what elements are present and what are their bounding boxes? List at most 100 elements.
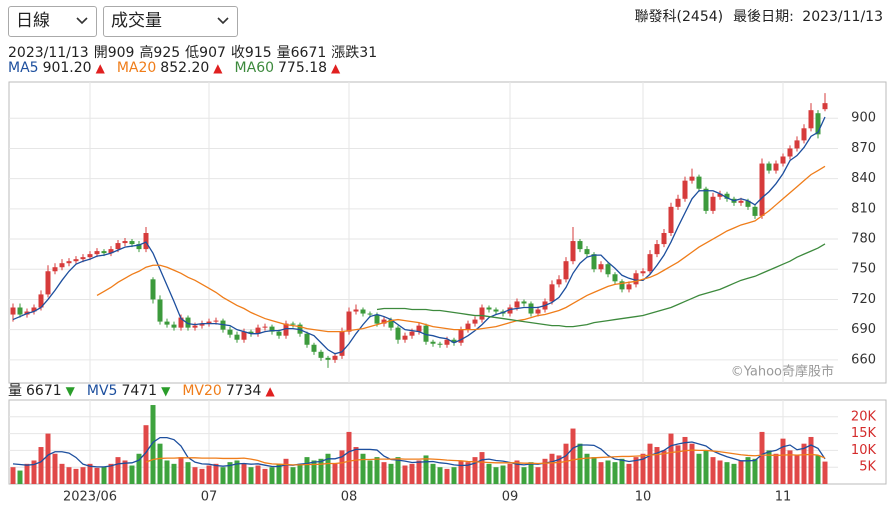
candle-body bbox=[367, 313, 373, 315]
candle-body bbox=[339, 331, 345, 356]
volume-bar bbox=[171, 463, 177, 484]
volume-bar bbox=[143, 425, 149, 484]
ma-line bbox=[12, 436, 826, 468]
period-dropdown[interactable]: 日線 bbox=[8, 6, 97, 37]
volume-bar bbox=[451, 467, 457, 484]
volume-bar bbox=[178, 457, 184, 484]
candle-body bbox=[45, 271, 51, 295]
volume-bar bbox=[45, 433, 51, 484]
candle-body bbox=[654, 244, 660, 255]
volume-legend: 量 6671 ▼ MV5 7471 ▼ MV20 7734 ▲ bbox=[8, 380, 287, 400]
candle-body bbox=[780, 156, 786, 164]
dropdown-arrow bbox=[76, 17, 88, 25]
quote-info: 2023/11/13 開909 高925 低907 收915 量6671 漲跌31 bbox=[8, 42, 382, 62]
y-tick-label: 750 bbox=[851, 262, 876, 277]
candle-body bbox=[626, 284, 632, 290]
quote-item: 收915 bbox=[230, 45, 272, 61]
legend-name: MA20 bbox=[116, 60, 157, 76]
candle-body bbox=[10, 307, 16, 315]
legend-value: 775.18 bbox=[278, 60, 328, 76]
volume-bar bbox=[710, 457, 716, 484]
candle-body bbox=[437, 343, 443, 345]
candle-body bbox=[388, 319, 394, 328]
volume-bar bbox=[213, 463, 219, 484]
legend-value: 852.20 bbox=[160, 60, 210, 76]
volume-bar bbox=[717, 460, 723, 484]
volume-bar bbox=[199, 468, 205, 484]
indicator-dropdown[interactable]: 成交量 bbox=[103, 6, 238, 37]
indicator-value: 成交量 bbox=[111, 11, 162, 31]
volume-bar bbox=[444, 468, 450, 484]
candle-body bbox=[73, 259, 79, 262]
candle-body bbox=[164, 321, 170, 325]
candle-body bbox=[703, 188, 709, 211]
ma-line bbox=[376, 243, 826, 328]
volume-bar bbox=[87, 463, 93, 484]
volume-bar bbox=[584, 453, 590, 484]
volume-bar bbox=[486, 463, 492, 484]
candle-body bbox=[59, 263, 65, 268]
volume-bar bbox=[521, 467, 527, 484]
candle-body bbox=[325, 357, 331, 360]
volume-bar bbox=[38, 447, 44, 484]
volume-bar bbox=[752, 458, 758, 484]
legend-value: 7471 bbox=[121, 383, 158, 399]
y-tick-label: 660 bbox=[851, 352, 876, 367]
candle-body bbox=[115, 243, 121, 250]
volume-bar bbox=[703, 450, 709, 484]
volume-bar bbox=[395, 457, 401, 484]
candle-body bbox=[290, 323, 296, 325]
candle-body bbox=[465, 323, 471, 330]
volume-bar bbox=[339, 450, 345, 484]
volume-bar bbox=[458, 460, 464, 484]
candle-body bbox=[661, 233, 667, 245]
candle-body bbox=[682, 180, 688, 199]
candle-body bbox=[787, 148, 793, 157]
candle-body bbox=[815, 113, 821, 135]
candle-body bbox=[199, 323, 205, 326]
volume-bar bbox=[360, 453, 366, 484]
volume-bar bbox=[745, 457, 751, 484]
volume-bar bbox=[185, 462, 191, 484]
volume-bar bbox=[10, 467, 16, 484]
volume-bar bbox=[73, 468, 79, 484]
candle-body bbox=[171, 324, 177, 328]
candle-body bbox=[507, 307, 513, 314]
candle-body bbox=[570, 241, 576, 262]
volume-bar bbox=[388, 463, 394, 484]
candle-body bbox=[402, 335, 408, 340]
candle-body bbox=[766, 163, 772, 171]
x-tick-label: 2023/06 bbox=[63, 490, 117, 505]
y-tick-label: 10K bbox=[851, 443, 877, 458]
y-tick-label: 690 bbox=[851, 322, 876, 337]
candle-body bbox=[619, 281, 625, 290]
volume-bar bbox=[17, 470, 23, 484]
volume-bar bbox=[220, 467, 226, 484]
volume-bar bbox=[346, 431, 352, 484]
volume-bar bbox=[654, 447, 660, 484]
volume-bar bbox=[696, 453, 702, 484]
candle-body bbox=[262, 326, 268, 328]
price-legend: MA5 901.20 ▲ MA20 852.20 ▲ MA60 775.18 ▲ bbox=[8, 60, 352, 76]
candle-body bbox=[374, 314, 380, 324]
candle-body bbox=[486, 307, 492, 310]
volume-bar bbox=[500, 465, 506, 484]
header: 聯發科(2454) 最後日期: 2023/11/13 bbox=[625, 6, 883, 26]
volume-bar bbox=[605, 460, 611, 484]
candle-body bbox=[808, 110, 814, 129]
legend-trend: ▼ bbox=[161, 384, 171, 398]
volume-bar bbox=[318, 458, 324, 484]
candle-body bbox=[647, 254, 653, 272]
volume-bar bbox=[374, 457, 380, 484]
candle-body bbox=[556, 279, 562, 285]
x-tick-label: 08 bbox=[341, 490, 358, 505]
candle-body bbox=[178, 317, 184, 328]
candle-body bbox=[752, 206, 758, 216]
candle-body bbox=[724, 193, 730, 199]
volume-bar bbox=[472, 457, 478, 484]
candle-body bbox=[598, 264, 604, 270]
y-tick-label: 870 bbox=[851, 141, 876, 156]
volume-bar bbox=[822, 461, 828, 484]
quote-item: 低907 bbox=[185, 45, 226, 61]
candle-body bbox=[696, 176, 702, 189]
